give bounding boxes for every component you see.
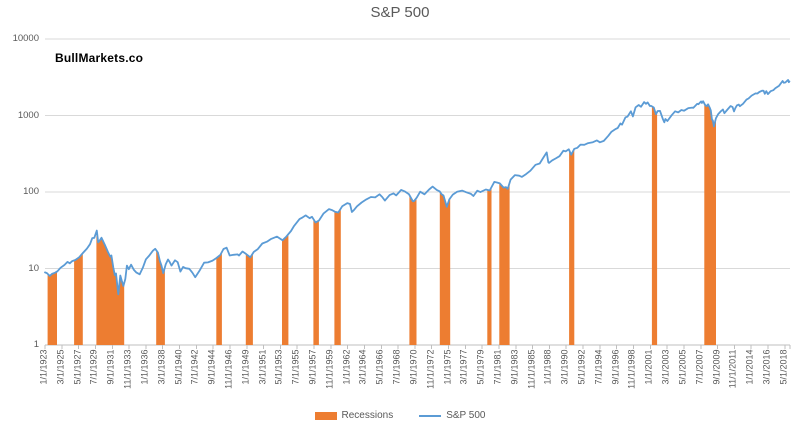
recession-bar (334, 208, 341, 345)
x-axis-label: 7/1/2007 (694, 349, 705, 385)
x-axis-label: 11/1/2011 (727, 349, 738, 389)
x-axis-label: 11/1/1998 (626, 349, 637, 389)
legend: Recessions S&P 500 (0, 410, 800, 421)
x-axis-label: 7/1/1994 (593, 349, 604, 385)
x-axis-label: 9/1/1996 (610, 349, 621, 385)
x-axis-label: 1/1/2001 (643, 349, 654, 385)
x-axis-label: 5/1/1953 (273, 349, 284, 385)
recession-bar (704, 103, 716, 345)
y-axis-label: 10 (28, 262, 39, 274)
x-axis-label: 7/1/1929 (88, 349, 99, 385)
x-axis-label: 9/1/1983 (509, 349, 520, 385)
x-axis-label: 1/1/2014 (744, 349, 755, 385)
x-axis-label: 11/1/1972 (425, 349, 436, 389)
x-axis-label: 11/1/1946 (223, 349, 234, 389)
x-axis-label: 11/1/1959 (324, 349, 335, 389)
x-axis-label: 11/1/1985 (526, 349, 537, 389)
legend-item-sp500: S&P 500 (419, 410, 486, 421)
recession-bar (282, 234, 289, 345)
sp500-line (44, 79, 791, 296)
legend-sp500-label: S&P 500 (446, 410, 486, 421)
y-axis-label: 100 (23, 186, 39, 197)
sp500-line-swatch (419, 414, 442, 417)
watermark: BullMarkets.co (55, 51, 144, 65)
recession-bar (74, 253, 83, 345)
recession-bar (216, 251, 222, 345)
x-axis-label: 5/1/1927 (72, 349, 83, 385)
recession-bar (651, 106, 658, 346)
x-axis-label: 3/1/1964 (357, 349, 368, 385)
x-axis-label: 1/1/1923 (38, 349, 49, 385)
x-axis-label: 9/1/1931 (105, 349, 116, 385)
chart-title: S&P 500 (370, 4, 430, 21)
x-axis-label: 9/1/1944 (206, 349, 217, 385)
recession-bar (499, 182, 510, 345)
x-axis-label: 5/1/1992 (576, 349, 587, 385)
x-axis-label: 5/1/2018 (778, 349, 789, 385)
x-axis-label: 1/1/1988 (542, 349, 553, 385)
x-axis-label: 7/1/1942 (189, 349, 200, 385)
recession-bar (313, 218, 319, 345)
x-axis-label: 3/1/1990 (559, 349, 570, 385)
y-axis-label: 10000 (12, 33, 39, 44)
x-axis-label: 3/1/2003 (660, 349, 671, 385)
legend-recessions-label: Recessions (341, 410, 394, 421)
x-axis-label: 5/1/1966 (374, 349, 385, 385)
x-axis-label: 5/1/2005 (677, 349, 688, 385)
x-axis-label: 1/1/1949 (240, 349, 251, 385)
x-axis-label: 7/1/1968 (391, 349, 402, 385)
x-axis-label: 9/1/1970 (408, 349, 419, 385)
recessions-swatch (314, 411, 337, 420)
y-axis-label: 1 (33, 339, 39, 350)
x-axis-label: 7/1/1981 (492, 349, 503, 385)
x-axis-label: 7/1/1955 (290, 349, 301, 385)
recession-bar (96, 230, 125, 345)
recession-bar (156, 250, 165, 345)
recession-bar (47, 271, 57, 345)
x-axis-label: 3/1/1951 (257, 349, 268, 385)
recession-bar (439, 191, 451, 345)
x-axis-label: 1/1/1975 (442, 349, 453, 385)
recession-bar (245, 253, 253, 345)
x-axis-label: 1/1/1936 (139, 349, 150, 385)
x-axis-label: 5/1/1940 (173, 349, 183, 385)
x-axis-label: 3/1/1938 (156, 349, 167, 385)
x-axis-label: 1/1/1962 (341, 349, 352, 385)
recession-bar (569, 148, 575, 345)
x-axis-label: 5/1/1979 (475, 349, 486, 385)
y-axis-label: 1000 (17, 109, 39, 121)
x-axis-label: 9/1/1957 (307, 349, 318, 385)
x-axis-label: 3/1/1977 (458, 349, 469, 385)
x-axis-label: 9/1/2009 (711, 349, 722, 385)
x-axis-label: 11/1/1933 (122, 349, 133, 389)
x-axis-label: 3/1/1925 (55, 349, 66, 385)
x-axis-label: 3/1/2016 (761, 349, 772, 385)
recession-bar (409, 195, 417, 345)
legend-item-recessions: Recessions (314, 410, 394, 421)
recession-bar (487, 186, 492, 345)
